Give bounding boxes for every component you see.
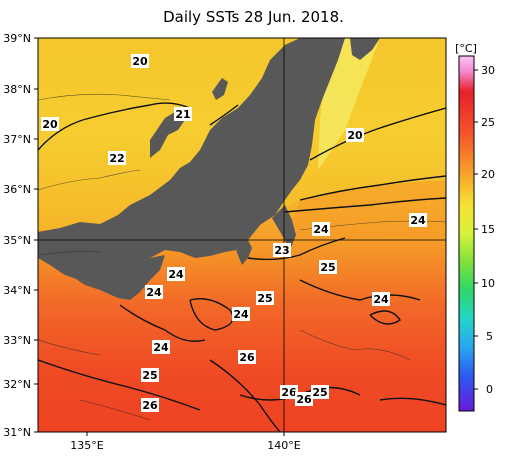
colorbar-tick-10: 10 (481, 277, 495, 290)
tick-marks (34, 37, 285, 436)
land-kii (38, 255, 165, 300)
map-frame (37, 37, 447, 433)
contour-label: 25 (141, 368, 159, 382)
lat-label-38: 38°N (3, 83, 31, 96)
svg-text:26: 26 (296, 393, 312, 406)
lat-label-36: 36°N (3, 183, 31, 196)
land-sado (212, 78, 228, 100)
colorbar: [°C] 30 25 20 15 10 5 0 (455, 42, 495, 412)
svg-text:24: 24 (373, 293, 389, 306)
contour-label: 20 (41, 117, 59, 131)
colorbar-tick-25: 25 (481, 116, 495, 129)
contour-label: 20 (131, 54, 149, 68)
svg-text:25: 25 (142, 369, 157, 382)
svg-text:26: 26 (281, 386, 297, 399)
svg-text:24: 24 (410, 214, 426, 227)
land-noto (150, 112, 185, 158)
svg-text:24: 24 (233, 308, 249, 321)
contour-label: 20 (346, 128, 364, 142)
colorbar-tick-15: 15 (481, 223, 495, 236)
svg-text:25: 25 (320, 261, 335, 274)
svg-text:26: 26 (142, 399, 158, 412)
contour-label: 26 (141, 398, 159, 412)
land-izu (236, 240, 252, 265)
contour-label: 24 (409, 213, 427, 227)
contour-label: 23 (273, 243, 291, 257)
lat-label-31: 31°N (3, 426, 31, 439)
contour-lines (38, 102, 446, 432)
lat-label-32: 32°N (3, 378, 31, 391)
svg-text:21: 21 (175, 108, 190, 121)
lon-label-135: 135°E (70, 439, 103, 452)
svg-text:24: 24 (146, 286, 162, 299)
thin-contours (38, 93, 446, 421)
map-title: Daily SSTs 28 Jun. 2018. (163, 8, 344, 26)
svg-text:23: 23 (274, 244, 289, 257)
contour-label: 24 (312, 222, 330, 236)
lat-label-37: 37°N (3, 133, 31, 146)
contour-label: 24 (145, 285, 163, 299)
svg-text:24: 24 (313, 223, 329, 236)
lat-label-34: 34°N (3, 284, 31, 297)
svg-text:26: 26 (239, 351, 255, 364)
lat-label-35: 35°N (3, 234, 31, 247)
lat-label-39: 39°N (3, 32, 31, 45)
colorbar-unit: [°C] (455, 42, 477, 55)
contour-label: 21 (174, 107, 192, 121)
latitude-labels: 39°N 38°N 37°N 36°N 35°N 34°N 33°N 32°N … (3, 32, 31, 439)
contour-label: 26 (238, 350, 256, 364)
svg-text:25: 25 (312, 386, 327, 399)
contour-label: 24 (152, 340, 170, 354)
colorbar-tick-5: 5 (486, 330, 493, 343)
svg-text:20: 20 (347, 129, 363, 142)
land-north-tip (350, 38, 380, 60)
svg-text:25: 25 (257, 292, 272, 305)
contour-label: 25 (311, 385, 329, 399)
svg-text:22: 22 (109, 152, 124, 165)
contour-label: 25 (319, 260, 337, 274)
colorbar-tick-0: 0 (486, 383, 493, 396)
colorbar-scale (458, 55, 475, 412)
svg-text:24: 24 (168, 268, 184, 281)
contour-label: 24 (167, 267, 185, 281)
contour-label: 22 (108, 151, 126, 165)
colorbar-tick-20: 20 (481, 168, 495, 181)
land-honshu (38, 38, 345, 285)
contour-label: 26 (295, 392, 313, 406)
svg-text:24: 24 (153, 341, 169, 354)
contour-label: 24 (232, 307, 250, 321)
svg-text:20: 20 (42, 118, 58, 131)
contour-label: 26 (280, 385, 298, 399)
svg-text:20: 20 (132, 55, 148, 68)
map-area (38, 38, 446, 432)
contour-value-labels: 20 21 20 20 22 24 24 23 25 24 24 25 24 2… (41, 54, 427, 412)
contour-label: 25 (256, 291, 274, 305)
contour-label: 24 (372, 292, 390, 306)
lon-label-140: 140°E (267, 439, 300, 452)
colorbar-tick-30: 30 (481, 64, 495, 77)
lat-label-33: 33°N (3, 334, 31, 347)
